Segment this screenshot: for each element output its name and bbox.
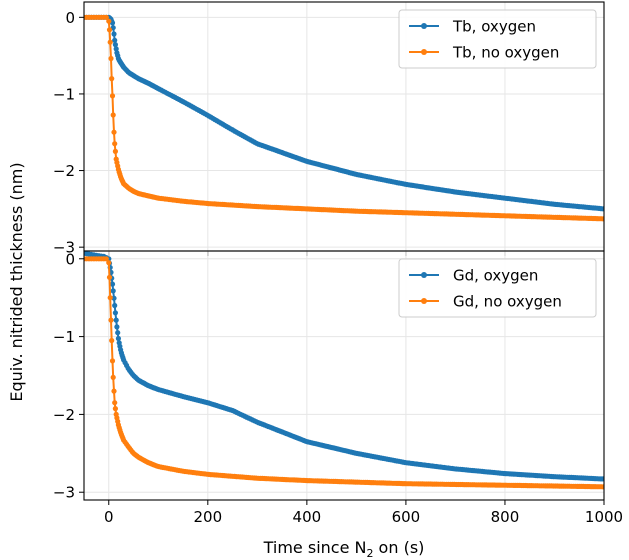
bottom-series-0-point [111, 295, 117, 301]
bottom-x-tick-label: 1000 [585, 508, 623, 526]
bottom-series-1-point [106, 274, 113, 280]
top-series-1-point [103, 14, 109, 20]
x-axis-label-suffix: on (s) [373, 538, 424, 557]
top-series-0-point [600, 206, 604, 212]
top-series-1-point [110, 112, 116, 118]
top-series-0-point [112, 42, 118, 48]
top-series-1-point [109, 93, 116, 99]
top-series-0-point [113, 46, 119, 52]
top-legend-label-0: Tb, oxygen [452, 18, 536, 36]
bottom-legend-marker-0 [421, 272, 427, 278]
bottom-axes-frame [83, 250, 605, 501]
top-y-tick-label: −2 [53, 162, 75, 180]
bottom-legend-box [398, 258, 597, 318]
top-legend-box [398, 9, 597, 69]
bottom-series-1-point [111, 388, 117, 394]
bottom-legend: Gd, oxygen Gd, no oxygen [398, 258, 597, 318]
top-legend-marker-0 [421, 23, 427, 29]
top-series-0-point [112, 37, 118, 43]
bottom-series-0-point [114, 324, 120, 330]
bottom-series-0-point [112, 302, 118, 309]
top-series-1-point [106, 27, 113, 33]
bottom-series-0-point [115, 330, 121, 336]
top-y-tick-label: 0 [65, 9, 75, 27]
top-series-1-point [600, 216, 604, 222]
bottom-series-1 [84, 256, 604, 490]
top-panel: 0 −1 −2 −3 Tb, oxygen Tb, no oxygen [53, 1, 605, 257]
top-y-tick-label: −1 [53, 85, 75, 103]
top-series-1-point [109, 76, 115, 82]
top-series-0-point [111, 31, 117, 37]
y-axis-label: Equiv. nitrided thickness (nm) [7, 162, 26, 401]
bottom-series-1-point [107, 295, 113, 301]
x-axis-label: Time since N2 on (s) [263, 538, 425, 560]
top-series-1 [84, 14, 604, 222]
bottom-series-0-point [110, 288, 116, 294]
top-series-1-point [108, 55, 114, 62]
top-series-1-point [106, 18, 112, 24]
bottom-series-1-point [103, 256, 109, 262]
bottom-y-tick-label: −2 [53, 406, 75, 424]
bottom-series-0-point [109, 281, 116, 287]
top-legend: Tb, oxygen Tb, no oxygen [398, 9, 597, 69]
bottom-series-1-point [112, 400, 118, 406]
bottom-series-1-point [108, 317, 114, 323]
bottom-series-1-point [109, 337, 115, 344]
bottom-y-tick-label: −1 [53, 328, 75, 346]
top-y-tick-label: −3 [53, 239, 75, 257]
top-series-1-point [112, 141, 118, 147]
bottom-series-0-point [115, 335, 121, 342]
bottom-series-0-point [600, 476, 604, 482]
x-axis-label-prefix: Time since N [263, 538, 367, 557]
bottom-x-tick-label: 600 [392, 508, 421, 526]
bottom-series-1-point [109, 358, 116, 364]
x-axis-label-subscript: 2 [366, 547, 373, 560]
bottom-y-tick-label: 0 [65, 250, 75, 268]
bottom-series-1-point [112, 406, 118, 412]
bottom-x-tick-label: 800 [491, 508, 520, 526]
top-series-1-point [111, 129, 117, 135]
bottom-x-tick-label: 200 [193, 508, 222, 526]
top-legend-label-1: Tb, no oxygen [452, 44, 559, 62]
bottom-legend-label-0: Gd, oxygen [453, 267, 538, 285]
bottom-series-0-point [113, 317, 119, 323]
bottom-x-tick-label: 400 [293, 508, 322, 526]
bottom-series-1-point [106, 260, 112, 266]
bottom-series-1-point [110, 374, 116, 380]
bottom-legend-marker-1 [421, 298, 427, 304]
bottom-series-0 [84, 251, 604, 482]
bottom-legend-label-1: Gd, no oxygen [453, 293, 562, 311]
bottom-x-tick-label: 0 [104, 508, 114, 526]
top-series-1-point [107, 39, 113, 45]
bottom-series-1-point [600, 484, 604, 490]
top-series-1-point [112, 148, 118, 154]
bottom-series-0-point [112, 310, 118, 316]
bottom-panel: 0 −1 −2 −3 0 200 400 600 800 1000 Gd, oxygen Gd, no… [53, 250, 623, 526]
bottom-y-tick-label: −3 [53, 484, 75, 502]
top-legend-marker-1 [421, 49, 427, 55]
